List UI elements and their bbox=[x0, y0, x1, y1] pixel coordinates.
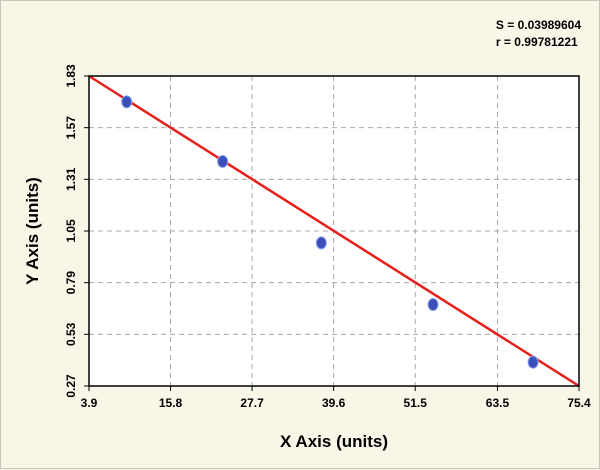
x-axis-title: X Axis (units) bbox=[280, 432, 388, 451]
fit-statistics: S = 0.03989604 r = 0.99781221 bbox=[496, 17, 581, 51]
r-value-label: r = 0.99781221 bbox=[495, 35, 578, 49]
data-point bbox=[527, 355, 539, 369]
s-value-label: S = 0.03989604 bbox=[495, 18, 581, 32]
data-points bbox=[121, 95, 539, 369]
regression-line bbox=[88, 74, 580, 388]
data-point bbox=[217, 154, 229, 168]
y-axis-title: Y Axis (units) bbox=[23, 177, 42, 285]
y-tick-label: 1.31 bbox=[64, 167, 78, 191]
data-point bbox=[315, 236, 327, 250]
x-tick-label: 75.4 bbox=[567, 396, 591, 410]
x-tick-label: 63.5 bbox=[486, 396, 510, 410]
x-tick-label: 15.8 bbox=[159, 396, 183, 410]
y-tick-label: 0.53 bbox=[64, 322, 78, 346]
axis-ticks: 3.9 15.8 27.7 39.6 51.5 63.5 75.4 0.27 0.53 0.79 1… bbox=[64, 64, 591, 410]
y-tick-label: 1.57 bbox=[64, 116, 78, 140]
data-point bbox=[427, 298, 439, 312]
x-tick-label: 27.7 bbox=[240, 396, 264, 410]
fit-line-group bbox=[88, 74, 580, 388]
plot-border bbox=[88, 75, 580, 387]
data-point bbox=[121, 95, 133, 109]
y-tick-label: 1.05 bbox=[64, 219, 78, 243]
y-tick-label: 0.79 bbox=[64, 271, 78, 295]
x-tick-label: 39.6 bbox=[322, 396, 346, 410]
y-tick-label: 1.83 bbox=[64, 64, 78, 88]
x-tick-label: 51.5 bbox=[404, 396, 428, 410]
y-tick-label: 0.27 bbox=[64, 374, 78, 398]
x-tick-label: 3.9 bbox=[81, 396, 98, 410]
